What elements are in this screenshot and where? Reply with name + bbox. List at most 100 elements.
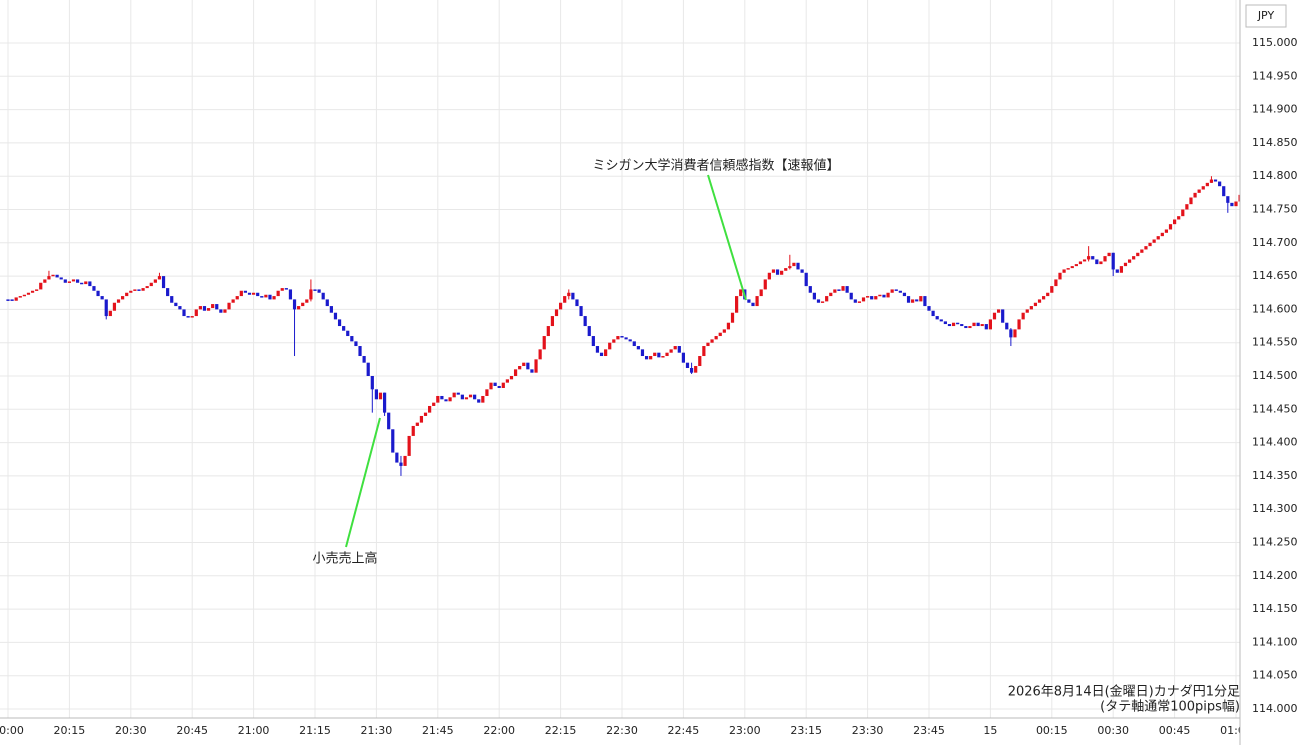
candle-body (849, 292, 853, 300)
candle-body (649, 356, 653, 360)
candle-body (616, 336, 620, 340)
candle-body (202, 306, 207, 311)
candle-body (698, 356, 702, 367)
candle-body (1001, 309, 1005, 323)
candle-body (972, 322, 976, 327)
candle-body (800, 269, 804, 273)
candle-body (964, 326, 968, 329)
candle-body (153, 279, 157, 283)
candle-body (137, 289, 141, 291)
candle-body (477, 399, 481, 403)
x-tick-label: 22:15 (545, 724, 577, 737)
candle-body (444, 399, 448, 402)
candle-body (133, 289, 137, 291)
candle-body (14, 297, 18, 301)
candle-body (342, 326, 346, 331)
candle-body (820, 301, 825, 303)
candle-body (759, 289, 763, 297)
candle-body (1062, 269, 1066, 273)
y-tick-label: 114.100 (1252, 635, 1298, 648)
candle-body (550, 316, 555, 327)
candle-body (423, 412, 428, 416)
candle-body (923, 296, 927, 307)
candle-body (1156, 236, 1160, 240)
candle-body (685, 362, 690, 369)
y-tick-label: 114.400 (1252, 436, 1298, 449)
candle-body (563, 296, 567, 303)
candle-body (239, 290, 243, 297)
candle-body (505, 379, 509, 383)
candle-body (440, 395, 444, 400)
candle-body (387, 412, 391, 430)
y-tick-label: 114.700 (1252, 236, 1298, 249)
candle-body (26, 292, 31, 295)
candle-body (1193, 192, 1197, 198)
y-tick-label: 114.750 (1252, 203, 1298, 216)
candle-body (1005, 322, 1009, 330)
candle-body (92, 286, 96, 291)
candle-body (1218, 181, 1222, 187)
candle-body (227, 302, 231, 310)
candle-body (554, 309, 559, 317)
candle-body (935, 316, 939, 320)
candle-body (104, 299, 108, 317)
candle-body (763, 279, 767, 290)
candle-body (1033, 302, 1038, 307)
candle-body (837, 289, 841, 291)
candle-body (39, 282, 43, 290)
candle-body (730, 312, 735, 323)
candle-body (992, 312, 997, 320)
y-tick-label: 114.800 (1252, 169, 1298, 182)
annotation: ミシガン大学消費者信頼感指数【速報値】 (592, 158, 839, 174)
candle-body (657, 352, 661, 358)
y-tick-label: 114.900 (1252, 103, 1298, 116)
x-tick-label: 00:15 (1036, 724, 1068, 737)
candle-body (452, 392, 456, 398)
candle-body (378, 392, 383, 400)
candle-body (411, 425, 415, 436)
candle-body (272, 296, 276, 300)
x-tick-label: 21:00 (238, 724, 270, 737)
candle-body (853, 299, 857, 303)
candle-body (559, 302, 563, 310)
candle-body (301, 302, 305, 307)
candle-body (825, 296, 829, 302)
candle-body (735, 296, 739, 313)
currency-box (1245, 4, 1287, 28)
candle-body (10, 299, 14, 301)
candle-body (644, 356, 649, 360)
candle-body (464, 397, 469, 400)
candle-body (714, 336, 718, 340)
candle-body (984, 324, 988, 330)
candle-body (215, 304, 219, 310)
candle-body (403, 455, 407, 466)
candle-body (911, 299, 915, 303)
y-tick-label: 114.450 (1252, 402, 1298, 415)
candle-body (1021, 312, 1025, 320)
candle-body (350, 336, 354, 342)
candle-body (767, 272, 771, 280)
candle-body (976, 322, 980, 327)
candle-body (366, 362, 370, 376)
y-tick-label: 114.350 (1252, 469, 1298, 482)
y-tick-label: 114.300 (1252, 502, 1298, 515)
candle-body (808, 286, 812, 293)
candle-body (419, 415, 424, 423)
candle-body (624, 337, 628, 340)
candle-body (960, 324, 964, 327)
candle-body (1164, 229, 1169, 233)
candle-body (186, 316, 190, 318)
x-tick-label: 22:30 (606, 724, 638, 737)
candle-body (608, 342, 612, 350)
candle-body (996, 309, 1001, 313)
candle-body (141, 288, 145, 291)
candle-body (1074, 264, 1078, 267)
candle-body (518, 366, 522, 370)
candle-body (861, 297, 866, 302)
candle-body (121, 296, 125, 300)
candle-body (902, 292, 907, 297)
candle-body (370, 376, 374, 390)
candle-body (632, 341, 636, 347)
candle-body (174, 302, 178, 307)
